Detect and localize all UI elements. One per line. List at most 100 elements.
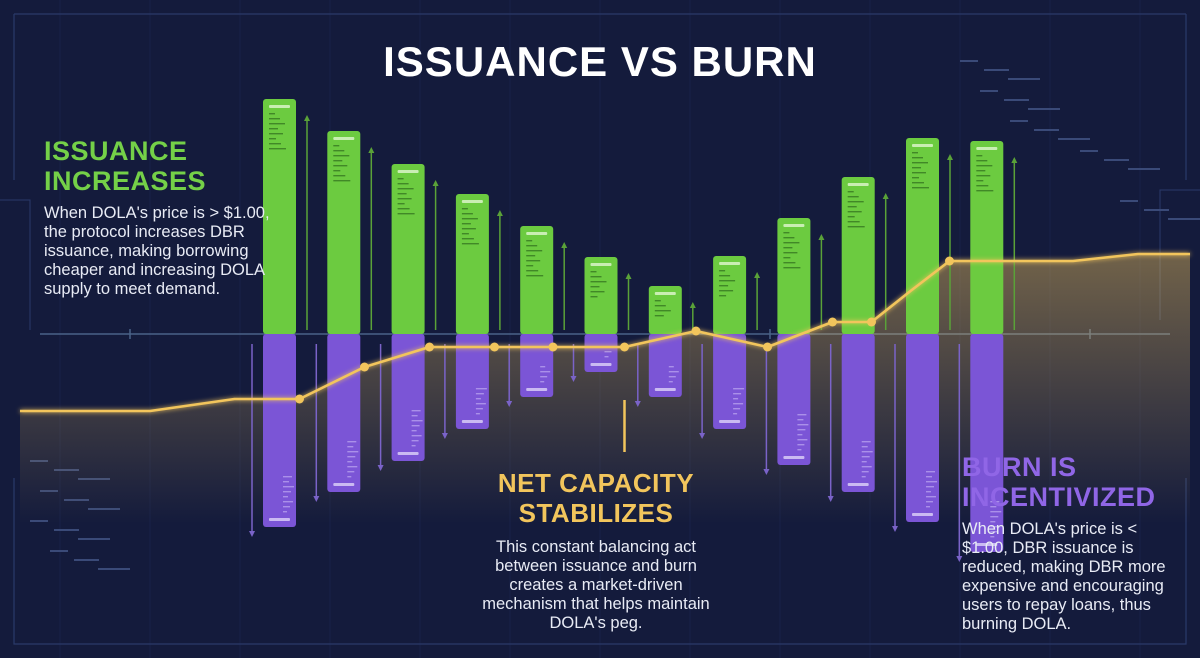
burn-arrowhead [763,469,770,475]
bar-text-line [719,280,736,282]
bar-text-line [783,242,800,244]
bar-text-line [783,267,801,269]
bar-text-line [797,444,805,446]
bar-text-line [719,290,734,292]
bar-text-line [797,414,807,416]
bar-text-line [990,506,997,508]
bar-text-line [783,237,795,239]
issuance-heading: ISSUANCE INCREASES [44,136,274,196]
bar-label-line [912,513,933,516]
bar-text-line [926,486,934,488]
issuance-panel: ISSUANCE INCREASES When DOLA's price is … [44,136,274,299]
net-capacity-marker [295,394,304,404]
burn-bar [648,334,682,397]
burn-bar-group [892,334,939,532]
bar-text-line [990,536,995,538]
bar-text-line [733,393,742,395]
bar-text-line [912,157,923,159]
bar-text-line [283,491,291,493]
bar-text-line [847,211,862,213]
issuance-bar [263,99,296,334]
bar-text-line [283,476,292,478]
bar-label-line [461,420,483,423]
bar-text-line [347,471,355,473]
bar-text-line [797,439,808,441]
burn-bar [713,334,747,429]
bar-text-line [976,190,994,192]
code-line [54,529,79,531]
bar-text-line [861,446,868,448]
burn-description: When DOLA's price is < $1.00, DBR issuan… [962,520,1166,633]
burn-bar-group [570,334,618,382]
bar-text-line [283,511,287,513]
burn-bar [327,334,361,492]
bar-text-line [668,371,679,373]
bar-text-line [283,501,293,503]
bar-label-line [333,483,355,486]
bar-label-line [719,420,741,423]
code-line [984,69,1009,71]
bar-text-line [990,516,999,518]
bar-text-line [861,451,873,453]
code-line [1058,138,1090,140]
burn-heading-line2: INCENTIVIZED [962,482,1156,512]
issuance-bar [970,141,1004,334]
bar-text-line [540,366,546,368]
bar-text-line [668,376,676,378]
bar-text-line [347,476,352,478]
bar-text-line [269,113,275,115]
bar-text-line [847,191,854,193]
bar-text-line [668,381,673,383]
burn-bar-group [377,334,425,471]
burn-bar-group [506,334,554,407]
burn-bar-group [827,334,875,502]
code-line [1120,200,1138,202]
bar-text-line [668,366,674,368]
bar-text-line [590,281,607,283]
burn-bar [391,334,425,461]
bar-text-line [847,196,859,198]
issuance-bar [520,226,554,334]
burn-bar [520,334,554,397]
bar-text-line [990,526,1001,528]
net-capacity-marker [620,342,629,352]
bar-text-line [976,160,988,162]
burn-arrowhead [892,526,898,532]
bar-text-line [397,193,407,195]
bar-text-line [461,213,473,215]
bar-label-line [397,452,419,455]
bar-label-line [976,147,998,150]
net-capacity-heading: NET CAPACITY STABILIZES [476,468,716,528]
bar-text-line [475,393,484,395]
bar-text-line [733,408,741,410]
bar-text-line [333,145,340,147]
bar-text-line [526,270,539,272]
issuance-bar [906,138,939,334]
bar-text-line [976,175,991,177]
bar-text-line [269,133,283,135]
issuance-bar-group [455,194,503,334]
bar-text-line [797,449,802,451]
bar-text-line [397,213,415,215]
code-line [78,538,110,540]
burn-arrowhead [249,531,255,537]
bar-text-line [333,155,350,157]
bar-text-line [976,155,983,157]
issuance-bar-group [327,131,375,334]
bar-text-line [590,286,600,288]
bar-text-line [926,471,935,473]
net-capacity-area [20,254,1190,524]
burn-bar-group [956,334,1004,562]
code-line [1128,168,1160,170]
bar-text-line [719,285,729,287]
bar-text-line [411,445,416,447]
frame-outline [13,13,1187,645]
net-capacity-description: This constant balancing act between issu… [482,538,710,632]
net-capacity-heading-line1: NET CAPACITY [497,468,695,498]
bar-text-line [783,262,796,264]
bar-text-line [976,170,986,172]
code-line [1104,159,1129,161]
burn-heading-line1: BURN IS [962,452,1077,482]
bar-text-line [912,162,928,164]
